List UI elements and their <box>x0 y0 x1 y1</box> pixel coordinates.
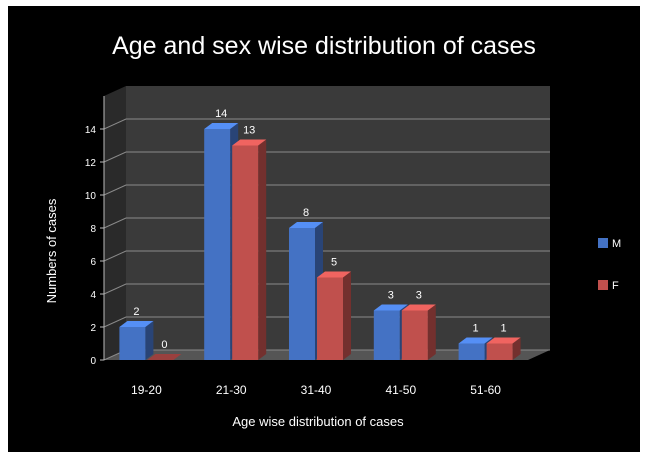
bar-top <box>486 337 521 344</box>
data-label: 3 <box>388 290 394 302</box>
chart-frame: Age and sex wise distribution of cases 0… <box>8 6 640 452</box>
legend: MF <box>598 238 621 292</box>
bar-front <box>486 343 513 360</box>
bar-F-31-40 <box>317 271 351 360</box>
bar-top <box>373 304 408 311</box>
bar-side <box>343 271 351 360</box>
data-label: 14 <box>215 108 227 120</box>
y-axis-title: Numbers of cases <box>44 198 59 303</box>
bar-front <box>232 145 259 360</box>
data-label: 8 <box>303 207 309 219</box>
bar-top <box>119 321 154 327</box>
bar-side <box>145 321 154 360</box>
gridline <box>103 283 550 295</box>
bar-top <box>317 271 351 278</box>
plot-area: 0 2 4 6 8 10 12 14 2 0 19-20 14 13 21-30 8 5 31-40 3 3 41-5… <box>85 86 550 397</box>
bar-front <box>401 310 428 360</box>
data-label: 1 <box>473 323 479 335</box>
bar-top <box>232 139 267 146</box>
bar-front <box>458 343 485 360</box>
x-tick-label: 21-30 <box>216 383 247 397</box>
y-tick-label: 2 <box>90 323 96 334</box>
legend-swatch-F <box>598 280 608 290</box>
bar-F-21-30 <box>232 139 267 360</box>
x-tick-label: 51-60 <box>470 383 501 397</box>
x-tick-label: 31-40 <box>301 383 332 397</box>
gridline <box>103 250 550 262</box>
y-tick-label: 6 <box>90 257 96 268</box>
bar-top <box>401 304 436 311</box>
x-axis-title: Age wise distribution of cases <box>232 414 404 429</box>
x-tick-label: 19-20 <box>131 383 162 397</box>
bar-F-19-20 <box>147 354 182 360</box>
bar-front <box>373 310 400 360</box>
bar-F-51-60 <box>486 337 521 360</box>
data-label: 13 <box>243 125 255 137</box>
x-tick-label: 41-50 <box>385 383 416 397</box>
chart-canvas: Age and sex wise distribution of cases 0… <box>44 32 621 429</box>
data-label: 5 <box>331 257 337 269</box>
bar-top <box>458 337 493 344</box>
bar-top <box>147 354 182 360</box>
y-tick-label: 10 <box>85 191 97 202</box>
bar-front <box>204 129 231 360</box>
bar-front <box>289 228 315 360</box>
chart-title: Age and sex wise distribution of cases <box>112 32 536 60</box>
bar-F-41-50 <box>401 304 436 360</box>
gridline <box>103 118 550 130</box>
data-label: 1 <box>501 323 507 335</box>
y-tick-label: 12 <box>85 158 97 169</box>
bar-side <box>512 337 521 360</box>
y-tick-label: 14 <box>85 125 97 136</box>
gridline <box>103 151 550 163</box>
bar-top <box>204 123 239 129</box>
y-tick-label: 4 <box>90 290 96 301</box>
y-tick-label: 0 <box>90 356 96 367</box>
y-tick-label: 8 <box>90 224 96 235</box>
legend-swatch-M <box>598 238 608 248</box>
data-label: 2 <box>133 306 139 318</box>
legend-label-F: F <box>612 280 619 292</box>
bar-front <box>119 327 146 360</box>
bar-side <box>427 304 436 360</box>
data-label: 0 <box>161 339 167 351</box>
bar-side <box>258 139 267 360</box>
data-label: 3 <box>416 290 422 302</box>
bar-M-19-20 <box>119 321 154 360</box>
gridline <box>103 184 550 196</box>
gridline <box>103 217 550 229</box>
legend-label-M: M <box>612 238 621 250</box>
bar-front <box>317 277 343 360</box>
bar-top <box>289 222 323 228</box>
